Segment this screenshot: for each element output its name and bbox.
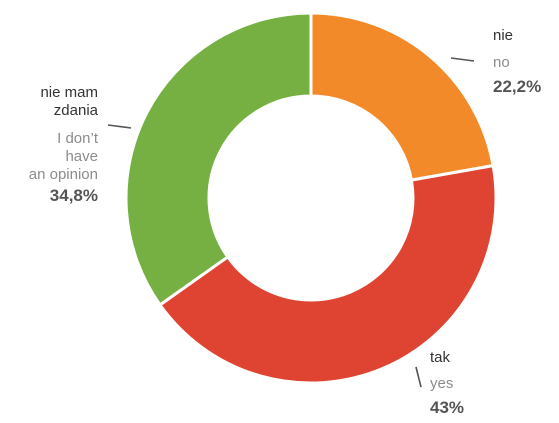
label-nmz-en-2: have <box>65 147 98 165</box>
label-nmz-en-3: an opinion <box>28 166 98 184</box>
label-nie-en: no <box>493 54 510 72</box>
label-nmz-pl-2: zdania <box>53 102 98 120</box>
label-tak-pct: 43% <box>430 397 465 417</box>
label-tak: tak yes 43% <box>430 349 464 418</box>
label-tak-en: yes <box>430 375 454 393</box>
leader-tak <box>415 366 422 388</box>
leader-nie <box>450 57 475 62</box>
slice-nie-mam-zdania <box>124 11 313 307</box>
label-nie-pl: nie <box>493 27 514 44</box>
label-nie-mam-zdania: nie mam zdania I don’t have an opinion 3… <box>29 84 98 207</box>
slice-tak <box>157 163 498 385</box>
label-nmz-pl-1: nie mam <box>40 84 98 101</box>
leader-nie-mam-zdania <box>107 124 132 129</box>
label-nie: nie no 22,2% <box>493 27 541 97</box>
slice-nie <box>309 11 495 182</box>
label-nie-pct: 22,2% <box>493 76 542 96</box>
label-nmz-pct: 34,8% <box>49 186 98 206</box>
label-tak-pl: tak <box>430 349 451 366</box>
label-nmz-en-1: I don’t <box>57 129 98 147</box>
